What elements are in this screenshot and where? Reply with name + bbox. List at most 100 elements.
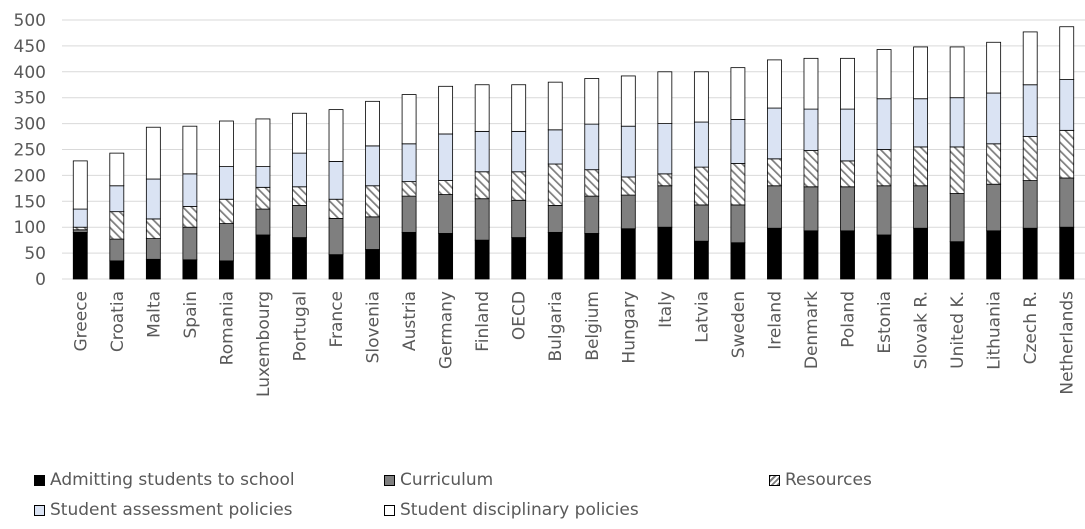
bar-segment (145, 258, 161, 280)
bar-segment (401, 143, 417, 183)
bar-stack (693, 71, 709, 280)
bar-stack (547, 81, 563, 280)
bar-segment (840, 57, 855, 110)
bar-segment (72, 231, 88, 280)
bar-segment (876, 185, 892, 236)
bar-segment (474, 198, 490, 241)
bar-segment (876, 98, 892, 150)
bar-segment (547, 231, 563, 280)
bar-segment (328, 161, 344, 200)
bar-segment (657, 123, 673, 175)
x-tick-label: United K. (948, 291, 968, 369)
bar-segment (401, 94, 417, 145)
bar-segment (365, 145, 380, 187)
bar-segment (109, 152, 125, 187)
x-tick-label: Croatia (108, 291, 128, 352)
bar-segment (584, 78, 600, 125)
bar-segment (657, 173, 673, 187)
bar-segment (401, 195, 417, 233)
legend-swatch (34, 474, 45, 486)
bar-segment (913, 98, 928, 148)
bar-segment (511, 130, 527, 173)
x-tick-label: Czech R. (1021, 291, 1041, 364)
x-tick-label: Bulgaria (546, 291, 566, 362)
bar-segment (1059, 177, 1075, 228)
bar-stack (145, 126, 161, 280)
bar-stack (401, 94, 417, 280)
bar-segment (328, 198, 344, 219)
bar-segment (657, 71, 673, 125)
chart-plot: 0 50 100 150 200 250 300 350 400 450 500 Greece Cro… (14, 11, 1085, 397)
x-tick-label: Netherlands (1058, 291, 1078, 395)
legend-label: Admitting students to school (50, 470, 295, 490)
bar-segment (255, 234, 271, 280)
bar-stack (949, 46, 965, 280)
x-tick-label: Greece (71, 291, 91, 352)
bar-segment (365, 100, 380, 147)
bar-segment (1059, 79, 1075, 131)
bar-segment (840, 160, 855, 188)
bar-segment (949, 146, 965, 194)
bar-segment (730, 242, 746, 280)
bar-stack (328, 109, 344, 280)
bar-segment (803, 230, 819, 280)
bar-segment (913, 227, 928, 280)
x-tick-label: Lithuania (985, 291, 1005, 370)
x-tick-label: Romania (217, 291, 237, 365)
x-tick-label: France (327, 291, 347, 348)
bar-segment (876, 234, 892, 280)
bar-segment (438, 180, 454, 195)
bar-segment (620, 176, 636, 196)
bar-stack (72, 160, 88, 280)
bar-segment (767, 107, 782, 160)
x-tick-label: Finland (473, 291, 493, 352)
bar-segment (547, 205, 563, 233)
legend-item: Admitting students to school (34, 470, 295, 490)
bar-segment (145, 238, 161, 260)
x-tick-label: Portugal (290, 291, 310, 361)
bar-segment (693, 240, 709, 280)
bar-segment (255, 118, 271, 167)
bar-segment (767, 227, 782, 280)
bar-segment (913, 46, 928, 100)
bar-segment (840, 186, 855, 232)
bar-segment (693, 121, 709, 168)
y-tick-label: 450 (14, 37, 46, 57)
y-tick-label: 500 (14, 11, 46, 31)
bar-segment (401, 181, 417, 197)
bar-segment (328, 254, 344, 280)
legend-swatch (384, 504, 395, 516)
bar-segment (803, 108, 819, 151)
y-tick-label: 0 (35, 270, 46, 290)
bar-segment (72, 160, 88, 210)
bar-stack (986, 41, 1002, 280)
bar-segment (949, 193, 965, 243)
bar-stack (876, 49, 892, 280)
bar-segment (840, 230, 855, 280)
bar-stack (913, 46, 928, 280)
bar-segment (292, 152, 307, 188)
bar-segment (292, 186, 307, 206)
bar-stack (511, 84, 527, 280)
bar-segment (620, 125, 636, 178)
bar-segment (182, 173, 198, 207)
bar-segment (182, 259, 198, 280)
bar-stack (620, 75, 636, 280)
x-tick-label: Poland (839, 291, 859, 348)
legend-label: Resources (785, 470, 872, 490)
bar-segment (438, 133, 454, 181)
bar-segment (584, 169, 600, 197)
bar-segment (949, 97, 965, 148)
bar-segment (693, 166, 709, 206)
bar-segment (584, 195, 600, 234)
bar-segment (511, 171, 527, 201)
bar-segment (255, 208, 271, 236)
x-tick-label: Luxembourg (254, 291, 274, 397)
bar-segment (1022, 84, 1038, 137)
bar-stack (584, 78, 600, 280)
legend-item: Student disciplinary policies (384, 500, 639, 520)
bar-stack (219, 120, 234, 280)
bar-segment (913, 146, 928, 187)
bar-segment (803, 150, 819, 188)
x-tick-label: OECD (510, 291, 530, 340)
